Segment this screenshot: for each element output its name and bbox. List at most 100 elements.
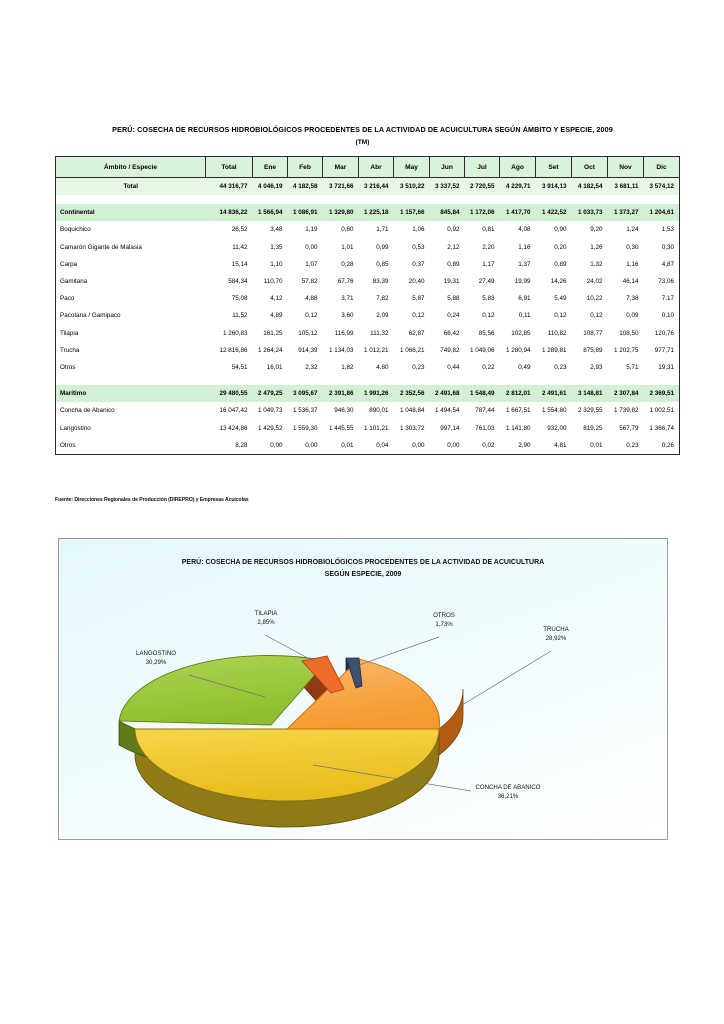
row-value: 4 046,19: [252, 177, 288, 196]
row-value: 2 391,86: [322, 385, 359, 403]
chart-title: PERÚ: COSECHA DE RECURSOS HIDROBIOLÓGICO…: [59, 557, 667, 581]
row-label: Trucha: [55, 341, 206, 359]
chart-title-line1: PERÚ: COSECHA DE RECURSOS HIDROBIOLÓGICO…: [181, 559, 545, 566]
table-row: Paco 75,08 4,12 4,88 3,71 7,82 5,87 5,88 5,83 6,9…: [55, 290, 680, 308]
row-value: 787,44: [464, 402, 500, 420]
row-value: 1 559,30: [287, 419, 323, 437]
row-value: 0,28: [322, 255, 359, 273]
table-row: Trucha 12 816,86 1 264,24 914,39 1 134,03 1 0…: [55, 341, 680, 359]
column-header-m9: Ago: [499, 156, 536, 178]
row-value: 85,56: [464, 324, 500, 342]
row-value: 1,37: [499, 255, 536, 273]
row-value: 0,24: [429, 307, 465, 325]
row-value: 0,89: [429, 255, 465, 273]
row-value: 0,22: [464, 358, 500, 377]
row-value: 0,12: [571, 307, 608, 325]
row-value: 3,71: [322, 290, 359, 308]
pie-chart-panel: PERÚ: COSECHA DE RECURSOS HIDROBIOLÓGICO…: [58, 538, 668, 840]
chart-title-line2: SEGÚN ESPECIE, 2009: [324, 571, 402, 578]
row-value: 67,76: [322, 272, 359, 291]
row-value: 3 095,67: [287, 385, 323, 403]
row-value: 62,87: [393, 324, 430, 342]
row-value: 1 204,61: [643, 204, 680, 222]
row-value: 3 574,12: [643, 177, 680, 196]
row-value: 1,16: [499, 238, 536, 256]
row-value: 26,52: [205, 221, 253, 239]
row-value: 108,77: [571, 324, 608, 342]
row-value: 0,30: [607, 238, 644, 256]
row-value: 749,82: [429, 341, 465, 359]
row-value: 111,32: [358, 324, 394, 342]
column-header-m2: Ene: [252, 156, 288, 178]
row-value: 7,38: [607, 290, 644, 308]
row-value: 1 049,06: [464, 341, 500, 359]
row-value: 1 012,21: [358, 341, 394, 359]
callout-trucha-value: 28,92%: [545, 635, 567, 642]
table-spacer-row: [55, 376, 680, 386]
column-header-m8: Jul: [464, 156, 500, 178]
row-value: 16,01: [252, 358, 288, 377]
row-value: 8,28: [205, 436, 253, 455]
row-value: 1,24: [607, 221, 644, 239]
row-value: 0,37: [393, 255, 430, 273]
row-value: 2 329,55: [571, 402, 608, 420]
row-value: 567,79: [607, 419, 644, 437]
row-value: 0,23: [393, 358, 430, 377]
row-value: 29 480,55: [205, 385, 253, 403]
row-value: 1 172,06: [464, 204, 500, 222]
row-value: 1 667,51: [499, 402, 536, 420]
column-header-m12: Nov: [607, 156, 644, 178]
row-value: 1 548,49: [464, 385, 500, 403]
row-value: 1 303,72: [393, 419, 430, 437]
row-value: 819,25: [571, 419, 608, 437]
row-value: 890,01: [358, 402, 394, 420]
row-value: 1 066,21: [393, 341, 430, 359]
row-value: 997,14: [429, 419, 465, 437]
row-value: 3 681,11: [607, 177, 644, 196]
row-value: 1 536,37: [287, 402, 323, 420]
row-value: 4,80: [358, 358, 394, 377]
row-value: 2 307,84: [607, 385, 644, 403]
row-value: 1,16: [607, 255, 644, 273]
callout-langostino-value: 30,29%: [145, 659, 167, 666]
row-value: 1,26: [571, 238, 608, 256]
slice-tilapia: [301, 655, 345, 694]
row-value: 0,12: [393, 307, 430, 325]
row-value: 1,32: [571, 255, 608, 273]
table-row: Concha de Abanico 16 047,42 1 049,73 1 536,…: [55, 402, 680, 420]
row-value: 0,89: [535, 255, 572, 273]
row-value: 1 445,55: [322, 419, 359, 437]
row-value: 1 329,80: [322, 204, 359, 222]
callout-trucha-name: TRUCHA: [543, 626, 569, 633]
row-value: 3 216,44: [358, 177, 394, 196]
column-header-m13: Dic: [643, 156, 680, 178]
row-value: 1 225,18: [358, 204, 394, 222]
column-header-m11: Oct: [571, 156, 608, 178]
row-value: 12 816,86: [205, 341, 253, 359]
table-row: Tilapia 1 260,83 161,25 105,12 116,99 111,32 6…: [55, 324, 680, 342]
row-value: 0,00: [252, 436, 288, 455]
row-value: 1 739,82: [607, 402, 644, 420]
row-value: 6,91: [499, 290, 536, 308]
slice-concha-de-abanico: [134, 728, 440, 802]
row-value: 2 812,01: [499, 385, 536, 403]
row-value: 0,12: [535, 307, 572, 325]
column-header-name: Ámbito / Especie: [55, 156, 206, 178]
row-label: Carpa: [55, 255, 206, 273]
row-value: 0,60: [322, 221, 359, 239]
row-value: 0,01: [322, 436, 359, 455]
table-row: Otros 8,28 0,00 0,00 0,01 0,04 0,00 0,00 0,02 2,9…: [55, 436, 680, 455]
slice-trucha-wall: [438, 688, 464, 756]
row-label: Langostino: [55, 419, 206, 437]
row-value: 1,10: [252, 255, 288, 273]
row-value: 14,26: [535, 272, 572, 291]
row-value: 0,00: [429, 436, 465, 455]
callout-otros: OTROS 1,73%: [411, 611, 477, 629]
row-value: 9,20: [571, 221, 608, 239]
row-value: 10,22: [571, 290, 608, 308]
row-value: 1 494,54: [429, 402, 465, 420]
row-value: 1 049,73: [252, 402, 288, 420]
row-value: 46,14: [607, 272, 644, 291]
row-value: 0,81: [464, 221, 500, 239]
row-value: 11,52: [205, 307, 253, 325]
